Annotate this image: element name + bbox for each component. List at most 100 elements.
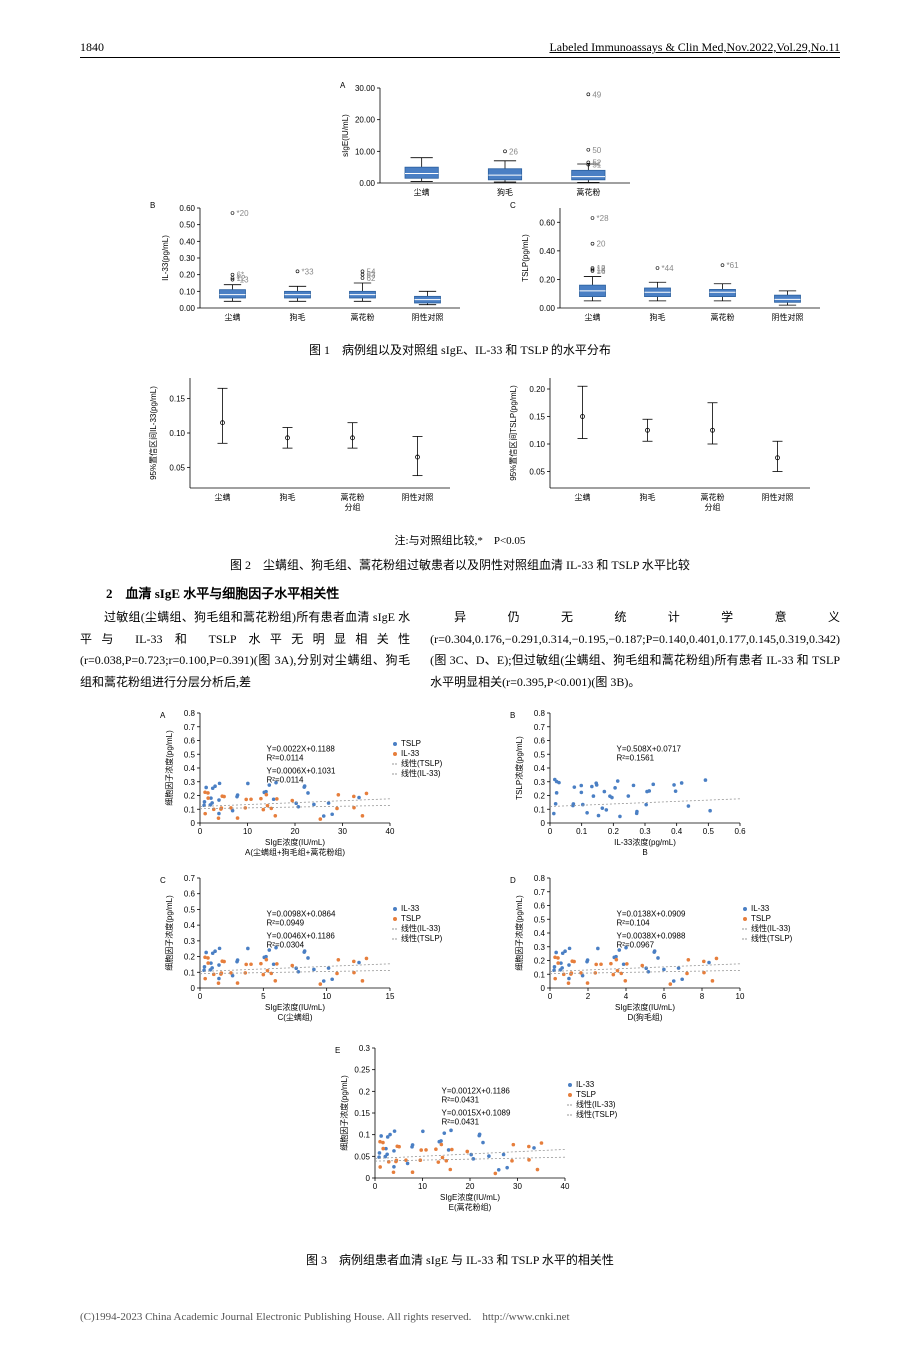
svg-text:0.15: 0.15 <box>169 395 185 404</box>
svg-text:线性(IL-33): 线性(IL-33) <box>401 923 441 933</box>
svg-text:0.8: 0.8 <box>534 709 546 718</box>
copyright-footer: (C)1994-2023 China Academic Journal Elec… <box>80 1308 840 1324</box>
svg-text:0.4: 0.4 <box>671 827 683 836</box>
figure-1: A0.0010.0020.0030.00尘螨狗毛26蒿花粉49505251sIg… <box>80 73 840 358</box>
svg-text:线性(IL-33): 线性(IL-33) <box>401 768 441 778</box>
svg-text:0.2: 0.2 <box>184 792 196 801</box>
right-para: 异仍无统计学意义(r=0.304,0.176,−0.291,0.314,−0.1… <box>430 607 840 693</box>
svg-text:51: 51 <box>592 161 601 170</box>
svg-text:0.00: 0.00 <box>179 304 195 313</box>
svg-text:细胞因子浓度(pg/mL): 细胞因子浓度(pg/mL) <box>514 895 524 971</box>
svg-text:0.7: 0.7 <box>534 723 546 732</box>
svg-text:A(尘螨组+狗毛组+蒿花粉组): A(尘螨组+狗毛组+蒿花粉组) <box>245 847 345 857</box>
svg-text:0.05: 0.05 <box>169 463 185 472</box>
svg-text:R²=0.0304: R²=0.0304 <box>267 941 305 950</box>
svg-text:0.40: 0.40 <box>179 237 195 246</box>
svg-text:0.20: 0.20 <box>529 385 545 394</box>
fig1-chart: A0.0010.0020.0030.00尘螨狗毛26蒿花粉49505251sIg… <box>90 73 830 333</box>
fig2-note: 注:与对照组比较,* P<0.05 <box>80 532 840 548</box>
svg-text:蒿花粉: 蒿花粉 <box>351 312 375 322</box>
svg-text:IL-33: IL-33 <box>401 749 420 758</box>
svg-text:0.60: 0.60 <box>179 204 195 213</box>
svg-text:蒿花粉: 蒿花粉 <box>341 492 365 502</box>
svg-text:0.1: 0.1 <box>534 971 546 980</box>
svg-text:10: 10 <box>322 992 331 1001</box>
svg-text:分组: 分组 <box>345 502 361 512</box>
svg-text:尘螨: 尘螨 <box>215 492 231 502</box>
svg-text:0.30: 0.30 <box>179 254 195 263</box>
svg-text:R²=0.0949: R²=0.0949 <box>267 919 305 928</box>
svg-text:细胞因子浓度(pg/mL): 细胞因子浓度(pg/mL) <box>164 895 174 971</box>
svg-text:0.60: 0.60 <box>539 218 555 227</box>
svg-text:0.7: 0.7 <box>534 888 546 897</box>
fig3-caption: 图 3 病例组患者血清 sIgE 与 IL-33 和 TSLP 水平的相关性 <box>80 1251 840 1268</box>
svg-text:0.2: 0.2 <box>534 792 546 801</box>
svg-text:R²=0.104: R²=0.104 <box>617 919 651 928</box>
svg-text:B: B <box>642 848 647 857</box>
svg-text:TSLP: TSLP <box>401 914 421 923</box>
svg-text:sIgE(IU/mL): sIgE(IU/mL) <box>341 114 350 157</box>
right-column: 异仍无统计学意义(r=0.304,0.176,−0.291,0.314,−0.1… <box>430 607 840 693</box>
svg-text:0: 0 <box>366 1174 371 1183</box>
svg-text:0.10: 0.10 <box>529 440 545 449</box>
svg-text:49: 49 <box>592 90 601 99</box>
svg-text:分组: 分组 <box>705 502 721 512</box>
svg-text:0.00: 0.00 <box>359 179 375 188</box>
svg-text:IL-33(pg/mL): IL-33(pg/mL) <box>161 235 170 281</box>
svg-text:0.2: 0.2 <box>184 953 196 962</box>
svg-text:62: 62 <box>367 274 376 283</box>
svg-text:0.5: 0.5 <box>534 916 546 925</box>
svg-text:细胞因子浓度(pg/mL): 细胞因子浓度(pg/mL) <box>164 730 174 806</box>
journal-info: Labeled Immunoassays & Clin Med,Nov.2022… <box>549 40 840 55</box>
svg-text:0: 0 <box>548 827 553 836</box>
svg-text:线性(IL-33): 线性(IL-33) <box>576 1099 616 1109</box>
svg-text:0.05: 0.05 <box>354 1153 370 1162</box>
svg-text:40: 40 <box>561 1182 570 1191</box>
svg-text:细胞因子浓度(pg/mL): 细胞因子浓度(pg/mL) <box>339 1075 349 1151</box>
svg-text:5: 5 <box>261 992 266 1001</box>
svg-text:Y=0.0098X+0.0864: Y=0.0098X+0.0864 <box>267 910 337 919</box>
svg-text:0.3: 0.3 <box>639 827 651 836</box>
svg-text:0.6: 0.6 <box>184 890 196 899</box>
svg-text:0: 0 <box>191 819 196 828</box>
svg-text:狗毛: 狗毛 <box>497 187 513 197</box>
body-columns: 过敏组(尘螨组、狗毛组和蒿花粉组)所有患者血清 sIgE 水平与 IL-33 和… <box>80 607 840 693</box>
svg-text:R²=0.0431: R²=0.0431 <box>442 1096 480 1105</box>
svg-text:Y=0.508X+0.0717: Y=0.508X+0.0717 <box>617 745 682 754</box>
svg-text:0.1: 0.1 <box>184 969 196 978</box>
svg-text:0.5: 0.5 <box>534 751 546 760</box>
svg-text:R²=0.1561: R²=0.1561 <box>617 754 655 763</box>
svg-text:0.1: 0.1 <box>576 827 588 836</box>
svg-text:*61: *61 <box>727 261 740 270</box>
svg-text:阴性对照: 阴性对照 <box>412 312 444 322</box>
svg-text:0.3: 0.3 <box>359 1044 371 1053</box>
svg-text:Y=0.0138X+0.0909: Y=0.0138X+0.0909 <box>617 910 687 919</box>
svg-text:SIgE浓度(IU/mL): SIgE浓度(IU/mL) <box>440 1192 500 1202</box>
svg-text:E(蒿花粉组): E(蒿花粉组) <box>449 1202 492 1212</box>
svg-text:0.5: 0.5 <box>184 906 196 915</box>
left-para: 过敏组(尘螨组、狗毛组和蒿花粉组)所有患者血清 sIgE 水平与 IL-33 和… <box>80 607 410 693</box>
svg-text:线性(TSLP): 线性(TSLP) <box>401 933 443 943</box>
svg-text:蒿花粉: 蒿花粉 <box>701 492 725 502</box>
svg-text:0.6: 0.6 <box>734 827 746 836</box>
svg-text:SIgE浓度(IU/mL): SIgE浓度(IU/mL) <box>265 837 325 847</box>
svg-text:B: B <box>150 201 155 210</box>
svg-text:Y=0.0015X+0.1089: Y=0.0015X+0.1089 <box>442 1109 512 1118</box>
svg-text:Y=0.0012X+0.1186: Y=0.0012X+0.1186 <box>442 1087 511 1096</box>
svg-text:A: A <box>340 81 346 90</box>
svg-text:IL-33: IL-33 <box>401 904 420 913</box>
svg-text:尘螨: 尘螨 <box>225 312 241 322</box>
svg-text:R²=0.0431: R²=0.0431 <box>442 1118 480 1127</box>
svg-text:18: 18 <box>597 265 606 274</box>
svg-text:0: 0 <box>198 827 203 836</box>
svg-text:10: 10 <box>736 992 745 1001</box>
svg-text:狗毛: 狗毛 <box>650 312 666 322</box>
svg-text:0.25: 0.25 <box>354 1066 370 1075</box>
svg-text:狗毛: 狗毛 <box>280 492 296 502</box>
svg-text:26: 26 <box>509 147 518 156</box>
svg-text:蒿花粉: 蒿花粉 <box>711 312 735 322</box>
figure-2: 0.050.100.15尘螨狗毛蒿花粉分组阴性对照95%置信区间IL-33(pg… <box>80 368 840 573</box>
svg-text:0.20: 0.20 <box>179 271 195 280</box>
svg-text:0.1: 0.1 <box>534 806 546 815</box>
svg-text:0.6: 0.6 <box>534 737 546 746</box>
